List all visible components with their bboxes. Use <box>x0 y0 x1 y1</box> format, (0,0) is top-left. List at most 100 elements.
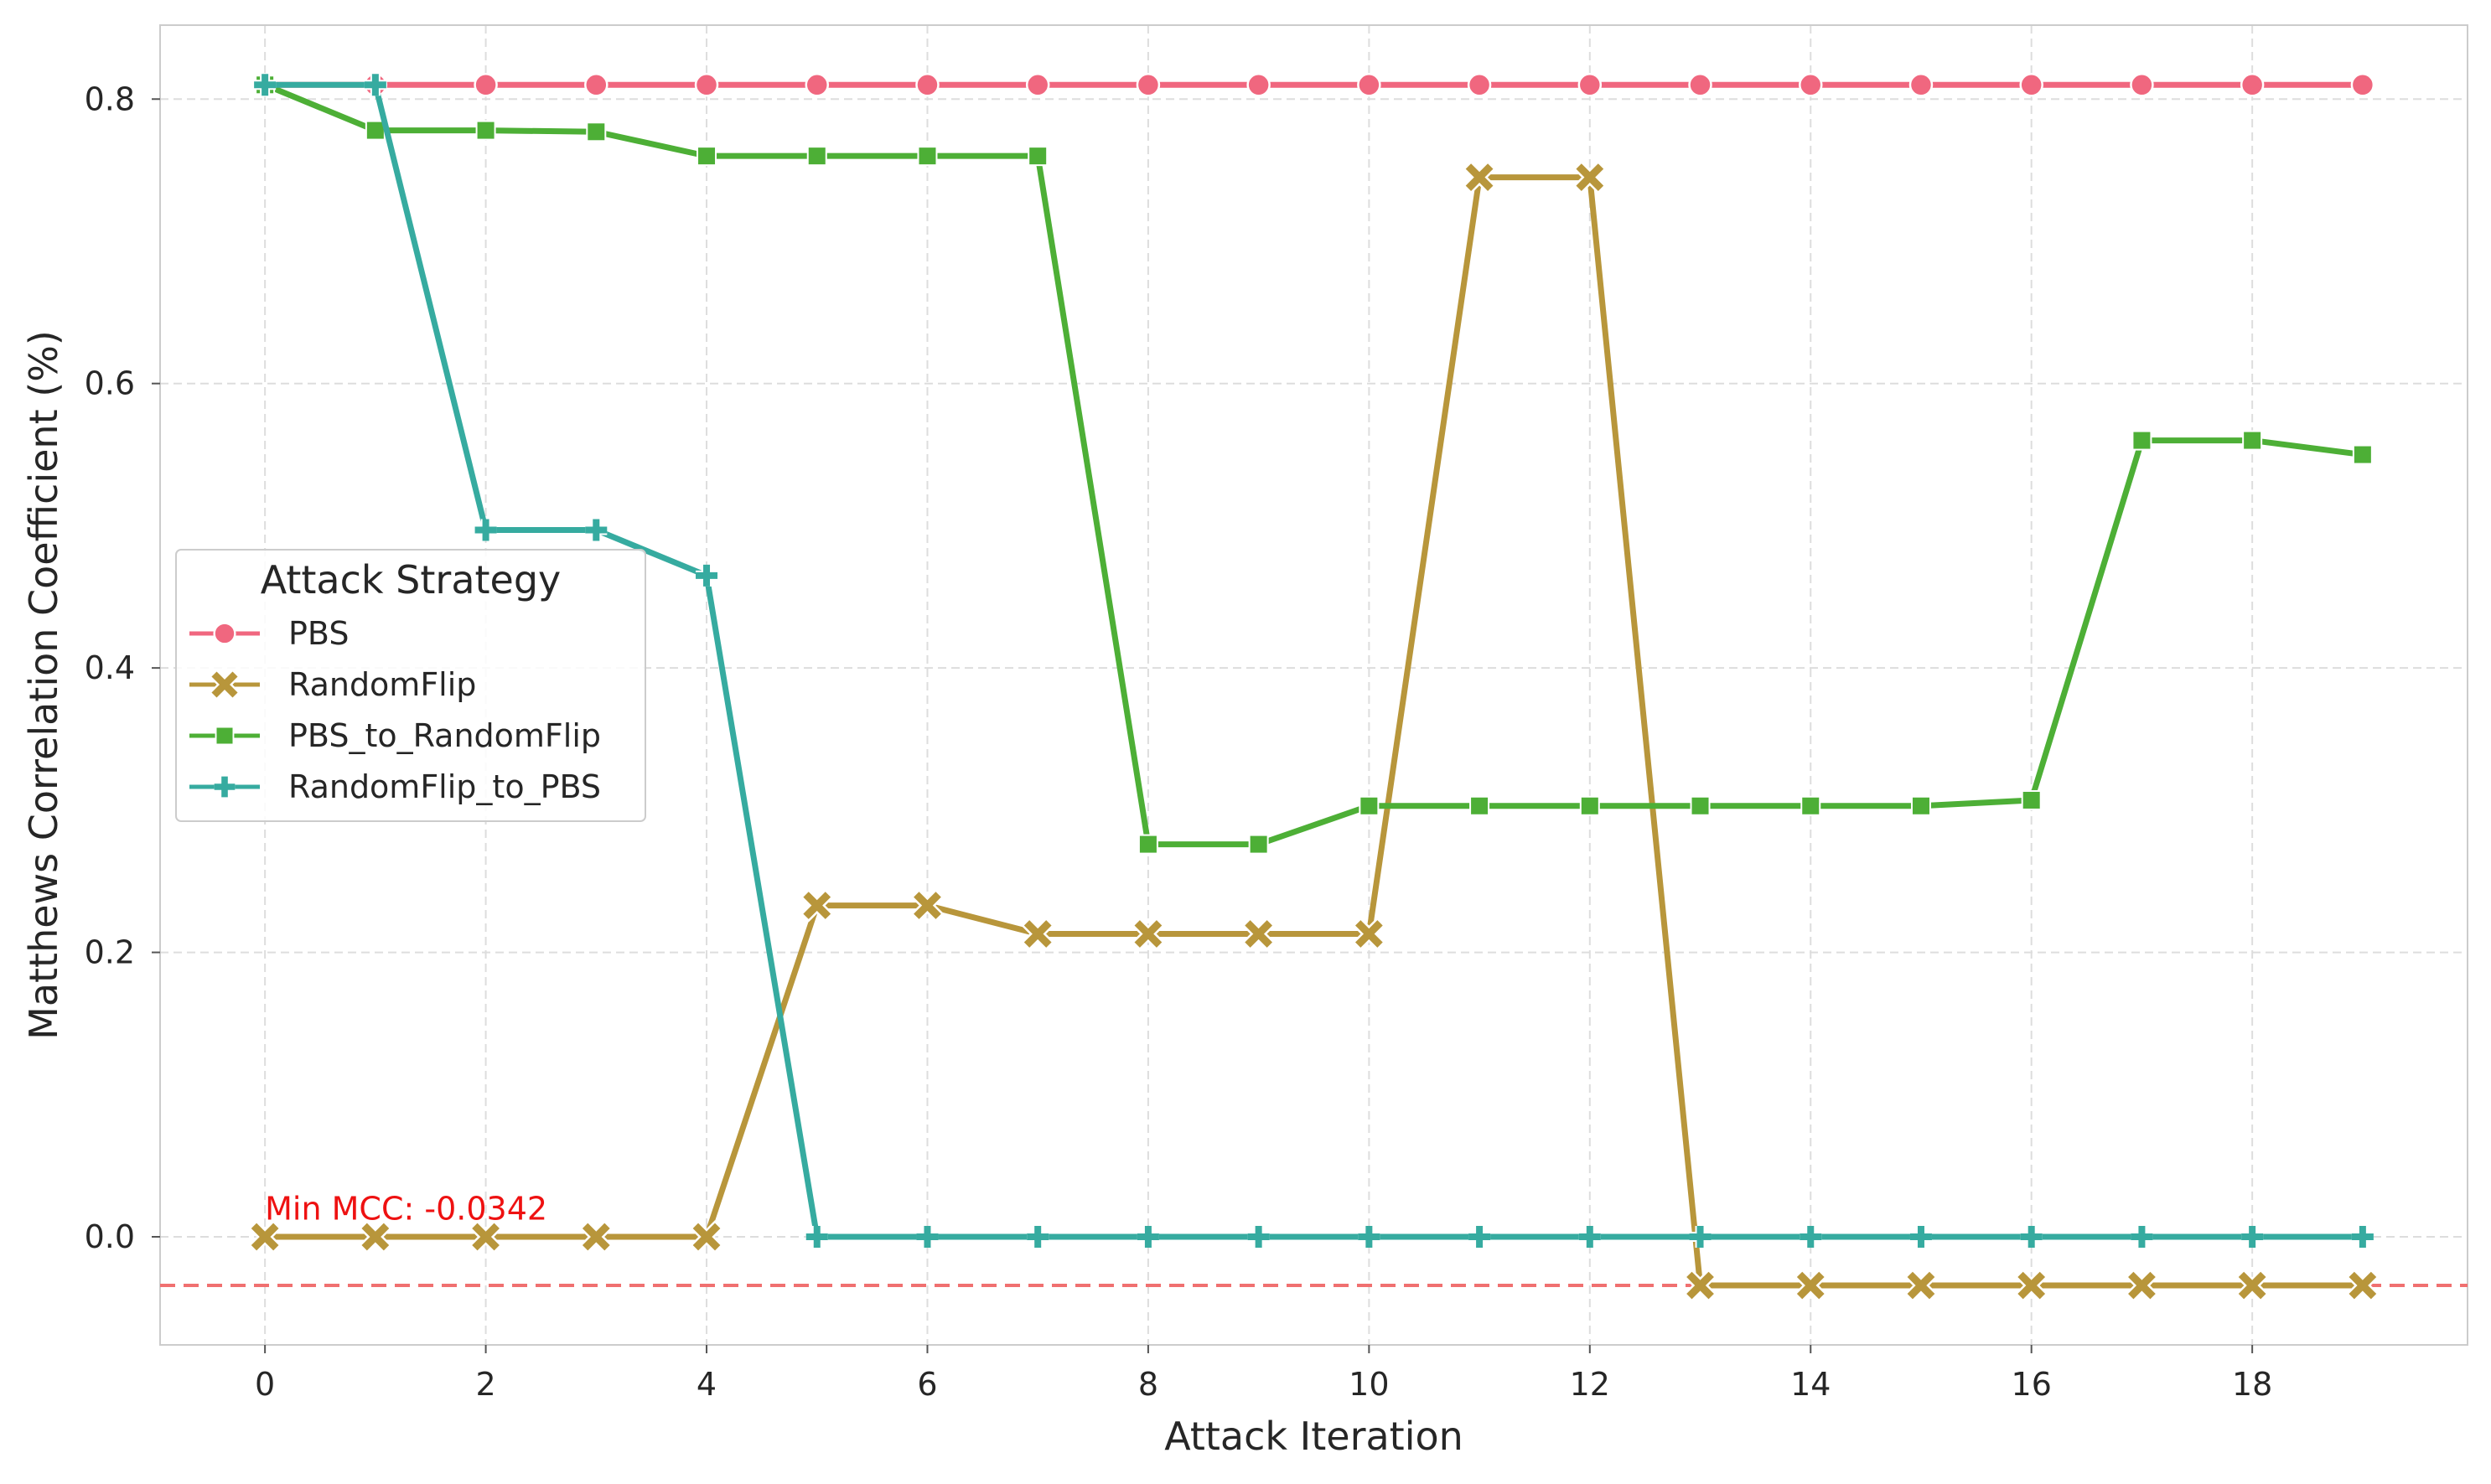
legend-item: RandomFlip_to_PBS <box>189 768 601 805</box>
point-marker <box>1689 1226 1712 1249</box>
point-marker <box>1468 1226 1491 1249</box>
point-marker <box>2128 1271 2156 1300</box>
point-marker <box>2240 73 2265 97</box>
point-marker <box>584 73 609 97</box>
y-axis-ticks: 0.0 0.2 0.4 0.6 0.8 <box>85 80 160 1255</box>
x-tick-label: 10 <box>1349 1366 1389 1403</box>
point-marker <box>1690 795 1711 816</box>
series-pbs-to-randomflip <box>255 75 2373 855</box>
point-marker <box>254 74 277 96</box>
point-marker <box>474 519 497 541</box>
y-tick-label: 0.4 <box>85 649 135 686</box>
legend-box <box>175 549 646 822</box>
x-tick-label: 16 <box>2012 1366 2052 1403</box>
point-marker <box>805 73 829 97</box>
point-marker <box>2242 430 2263 451</box>
series-randomflip-to-pbs <box>254 74 2374 1249</box>
point-marker <box>1248 834 1269 855</box>
series-pbs <box>252 73 2375 97</box>
point-marker <box>586 122 607 142</box>
point-marker <box>2350 73 2375 97</box>
point-marker <box>2017 1271 2046 1300</box>
point-marker <box>1354 920 1383 948</box>
y-tick-label: 0.0 <box>85 1218 135 1255</box>
x-axis-label: Attack Iteration <box>1164 1414 1463 1459</box>
x-tick-label: 14 <box>1790 1366 1831 1403</box>
point-marker <box>211 671 238 698</box>
point-marker <box>365 120 386 141</box>
point-marker <box>2349 1271 2377 1300</box>
series-group <box>248 73 2380 1302</box>
point-marker <box>1800 1226 1822 1249</box>
x-tick-label: 2 <box>475 1366 495 1403</box>
point-marker <box>696 564 718 587</box>
point-marker <box>213 622 236 645</box>
point-marker <box>2020 1226 2043 1249</box>
x-tick-label: 4 <box>697 1366 717 1403</box>
y-tick-label: 0.8 <box>85 80 135 117</box>
point-marker <box>1025 73 1050 97</box>
legend-items: PBS RandomFlip PBS_to_RandomFlip RandomFlip… <box>189 615 601 805</box>
point-marker <box>1910 795 1931 816</box>
point-marker <box>1247 1226 1270 1249</box>
point-marker <box>1357 73 1381 97</box>
point-marker <box>2352 444 2373 465</box>
legend-label: RandomFlip <box>288 666 476 703</box>
y-tick-label: 0.2 <box>85 934 135 971</box>
point-marker <box>805 1226 828 1249</box>
point-marker <box>1027 1226 1049 1249</box>
point-marker <box>215 726 235 746</box>
point-marker <box>803 892 831 919</box>
point-marker <box>1909 1226 1932 1249</box>
point-marker <box>1688 73 1712 97</box>
point-marker <box>1246 73 1271 97</box>
legend-item: RandomFlip <box>189 666 476 703</box>
point-marker <box>475 120 496 141</box>
point-marker <box>1577 73 1603 97</box>
point-marker <box>1579 795 1600 816</box>
plot-frame <box>159 24 2468 1346</box>
x-tick-label: 12 <box>1570 1366 1610 1403</box>
point-marker <box>474 73 498 97</box>
legend-item: PBS <box>189 615 349 652</box>
point-marker <box>1134 920 1163 948</box>
point-marker <box>2238 1271 2266 1300</box>
point-marker <box>2131 430 2152 451</box>
point-marker <box>917 146 938 167</box>
point-marker <box>692 1223 721 1251</box>
point-marker <box>2019 73 2043 97</box>
point-marker <box>697 146 717 167</box>
point-marker <box>1576 163 1604 191</box>
point-marker <box>1467 73 1492 97</box>
point-marker <box>694 73 719 97</box>
point-marker <box>361 1223 390 1251</box>
point-marker <box>251 1223 279 1251</box>
point-marker <box>1359 795 1380 816</box>
point-marker <box>914 892 941 919</box>
point-marker <box>2351 1226 2374 1249</box>
point-marker <box>582 1223 610 1251</box>
point-marker <box>1137 1226 1159 1249</box>
point-marker <box>1358 1226 1380 1249</box>
point-marker <box>1800 795 1821 816</box>
point-marker <box>1907 1271 1935 1300</box>
point-marker <box>806 146 827 167</box>
point-marker <box>1578 1226 1601 1249</box>
legend-item: PBS_to_RandomFlip <box>189 717 601 754</box>
legend-label: RandomFlip_to_PBS <box>288 768 601 805</box>
point-marker <box>2021 789 2042 810</box>
y-tick-label: 0.6 <box>85 365 135 402</box>
point-marker <box>1136 73 1161 97</box>
point-marker <box>1465 163 1494 191</box>
series-line <box>265 174 2363 1289</box>
point-marker <box>1469 795 1490 816</box>
point-marker <box>1908 73 1934 97</box>
point-marker <box>364 74 386 96</box>
legend: Attack Strategy PBS RandomFlip PBS_to_Rand… <box>175 549 646 822</box>
point-marker <box>1799 73 1823 97</box>
series-line <box>263 82 2364 848</box>
point-marker <box>214 776 236 798</box>
point-marker <box>1137 834 1158 855</box>
x-tick-label: 8 <box>1138 1366 1158 1403</box>
